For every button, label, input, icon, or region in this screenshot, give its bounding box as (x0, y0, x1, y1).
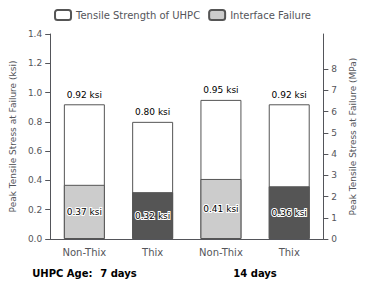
svg-text:0.92 ksi: 0.92 ksi (272, 90, 307, 100)
svg-text:1.0: 1.0 (28, 88, 43, 98)
svg-text:2: 2 (331, 192, 337, 202)
svg-text:5: 5 (331, 128, 337, 138)
svg-text:Thix: Thix (141, 247, 163, 258)
svg-text:Tensile Strength of UHPC: Tensile Strength of UHPC (75, 10, 200, 21)
svg-text:14 days: 14 days (233, 268, 277, 279)
svg-text:0.36 ksi: 0.36 ksi (272, 208, 307, 218)
svg-text:0.80 ksi: 0.80 ksi (135, 107, 170, 117)
svg-text:Peak Tensile Stress at Failure: Peak Tensile Stress at Failure (ksi) (8, 61, 18, 213)
svg-text:Non-Thix: Non-Thix (199, 247, 243, 258)
svg-text:0.2: 0.2 (28, 205, 42, 215)
svg-text:0.37 ksi: 0.37 ksi (67, 207, 102, 217)
svg-text:0.4: 0.4 (28, 175, 43, 185)
svg-text:8: 8 (331, 64, 337, 74)
svg-text:1.2: 1.2 (28, 58, 42, 68)
svg-text:0.8: 0.8 (28, 117, 43, 127)
svg-text:0.6: 0.6 (28, 146, 43, 156)
svg-text:3: 3 (331, 170, 337, 180)
svg-text:0.92 ksi: 0.92 ksi (67, 90, 102, 100)
svg-text:Peak Tensile Stress at Failure: Peak Tensile Stress at Failure (MPa) (348, 58, 358, 216)
svg-text:Non-Thix: Non-Thix (62, 247, 106, 258)
svg-text:7 days: 7 days (100, 268, 137, 279)
svg-text:Interface Failure: Interface Failure (230, 10, 311, 21)
svg-text:6: 6 (331, 107, 337, 117)
svg-text:7: 7 (331, 85, 337, 95)
svg-text:0.41 ksi: 0.41 ksi (203, 204, 238, 214)
svg-text:0.32 ksi: 0.32 ksi (135, 211, 170, 221)
svg-text:UHPC Age:: UHPC Age: (32, 268, 92, 279)
svg-text:0.95 ksi: 0.95 ksi (203, 85, 238, 95)
svg-text:1.4: 1.4 (28, 29, 43, 39)
svg-text:1: 1 (331, 213, 337, 223)
svg-text:0: 0 (331, 234, 337, 244)
svg-text:4: 4 (331, 149, 337, 159)
svg-text:0.0: 0.0 (28, 234, 43, 244)
svg-text:Thix: Thix (278, 247, 300, 258)
